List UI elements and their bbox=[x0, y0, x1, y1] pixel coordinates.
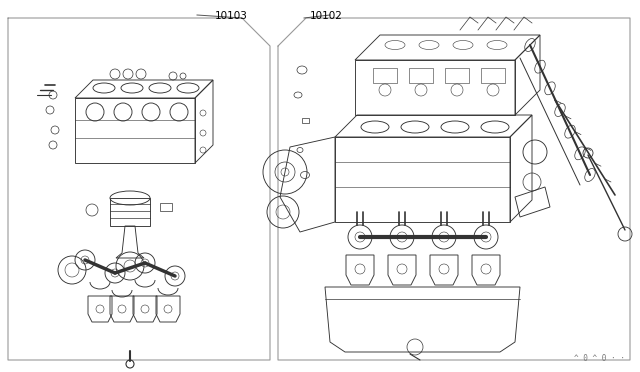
Bar bbox=[409, 68, 433, 83]
Bar bbox=[445, 68, 469, 83]
Text: 10102: 10102 bbox=[310, 11, 343, 21]
Bar bbox=[373, 68, 397, 83]
Text: 10103: 10103 bbox=[215, 11, 248, 21]
Bar bbox=[302, 118, 309, 123]
Bar bbox=[481, 68, 505, 83]
Bar bbox=[160, 203, 172, 211]
Text: ^ 0 ^ 0 · ·: ^ 0 ^ 0 · · bbox=[574, 354, 625, 363]
